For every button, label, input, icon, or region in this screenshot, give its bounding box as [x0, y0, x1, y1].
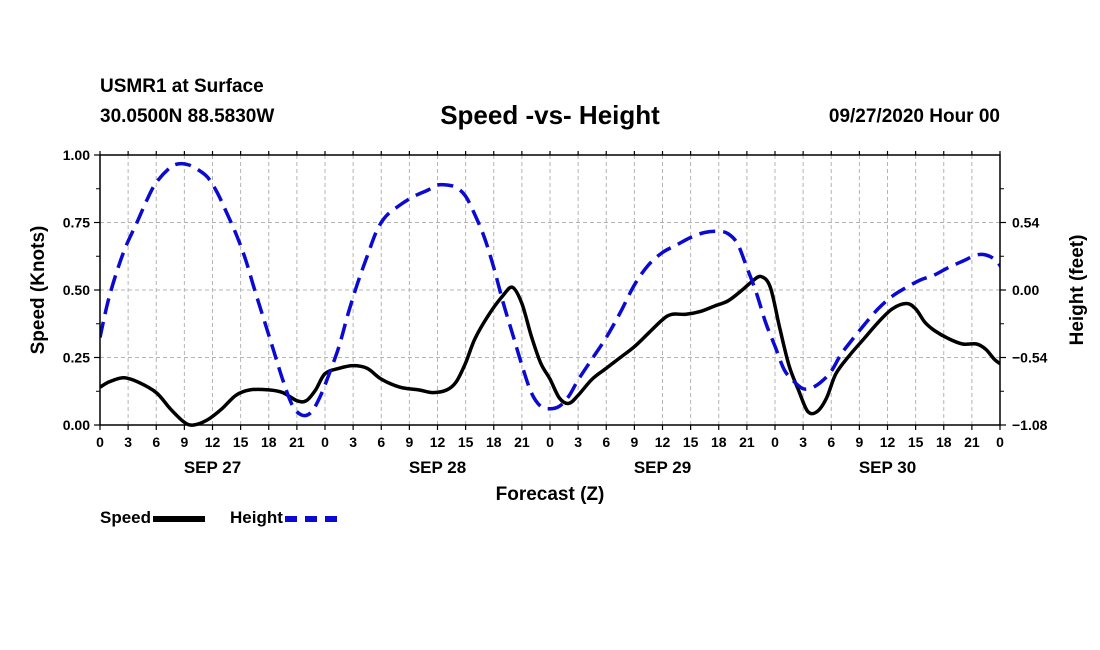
- y-tick-label: 0.50: [63, 282, 90, 298]
- y-tick-label: 1.00: [63, 147, 90, 163]
- height-series-line: [100, 161, 1000, 418]
- series-layer: [100, 161, 1000, 427]
- y-tick-label: 0.25: [63, 350, 90, 366]
- x-tick-label: 12: [205, 434, 221, 450]
- tick-layer: 0 3 6 9 12 15 18 21 0 3 6 9 12 15 18 21 0 3 6 9 12 15 18 21 0 3 6 9…: [63, 147, 1048, 477]
- legend-height-swatch: [284, 515, 337, 522]
- legend-speed-swatch: [153, 515, 206, 522]
- x-tick-label: 0: [321, 434, 329, 450]
- legend-height-label: Height: [230, 508, 283, 527]
- y2-tick-label: 0.00: [1012, 282, 1039, 298]
- x-tick-label: 21: [289, 434, 305, 450]
- y-tick-label: 0.75: [63, 215, 90, 231]
- x-tick-label: 15: [683, 434, 699, 450]
- x-tick-label: 21: [739, 434, 755, 450]
- x-tick-label: 21: [514, 434, 530, 450]
- x-tick-label: 9: [405, 434, 413, 450]
- x-tick-label: 6: [827, 434, 835, 450]
- x-tick-label: 9: [630, 434, 638, 450]
- x-tick-label: 6: [152, 434, 160, 450]
- forecast-timestamp: 09/27/2020 Hour 00: [828, 106, 1000, 127]
- day-label: SEP 28: [409, 458, 466, 477]
- y2-tick-label: −0.54: [1012, 350, 1048, 366]
- x-tick-label: 9: [855, 434, 863, 450]
- x-tick-label: 3: [124, 434, 132, 450]
- y-tick-label: 0.00: [63, 417, 90, 433]
- station-label: USMR1 at Surface: [100, 76, 264, 97]
- legend-speed-label: Speed: [100, 508, 152, 527]
- day-label: SEP 30: [859, 458, 916, 477]
- y-axis-label: Speed (Knots): [28, 226, 49, 355]
- x-tick-label: 18: [936, 434, 952, 450]
- legend-height: Height: [230, 508, 337, 528]
- x-tick-label: 0: [771, 434, 779, 450]
- x-tick-label: 18: [711, 434, 727, 450]
- speed-series-line: [100, 274, 1000, 427]
- x-tick-label: 6: [377, 434, 385, 450]
- x-tick-label: 18: [261, 434, 277, 450]
- x-tick-label: 3: [349, 434, 357, 450]
- x-tick-label: 0: [96, 434, 104, 450]
- day-label: SEP 27: [184, 458, 241, 477]
- x-tick-label: 15: [458, 434, 474, 450]
- legend-speed: Speed: [100, 508, 206, 528]
- x-tick-label: 18: [486, 434, 502, 450]
- x-tick-label: 12: [655, 434, 671, 450]
- x-tick-label: 12: [880, 434, 896, 450]
- station-coordinates: 30.0500N 88.5830W: [100, 106, 275, 127]
- chart-title: Speed -vs- Height: [440, 100, 660, 130]
- x-tick-label: 3: [574, 434, 582, 450]
- x-tick-label: 3: [799, 434, 807, 450]
- x-tick-label: 15: [233, 434, 249, 450]
- day-label: SEP 29: [634, 458, 691, 477]
- x-tick-label: 0: [996, 434, 1004, 450]
- x-axis-label: Forecast (Z): [496, 484, 605, 505]
- y2-tick-label: 0.54: [1012, 215, 1039, 231]
- grid-layer: [100, 155, 1000, 425]
- y2-axis-label: Height (feet): [1067, 235, 1088, 346]
- x-tick-label: 9: [180, 434, 188, 450]
- x-tick-label: 12: [430, 434, 446, 450]
- y2-tick-label: −1.08: [1012, 417, 1048, 433]
- x-tick-label: 15: [908, 434, 924, 450]
- x-tick-label: 6: [602, 434, 610, 450]
- x-tick-label: 21: [964, 434, 980, 450]
- x-tick-label: 0: [546, 434, 554, 450]
